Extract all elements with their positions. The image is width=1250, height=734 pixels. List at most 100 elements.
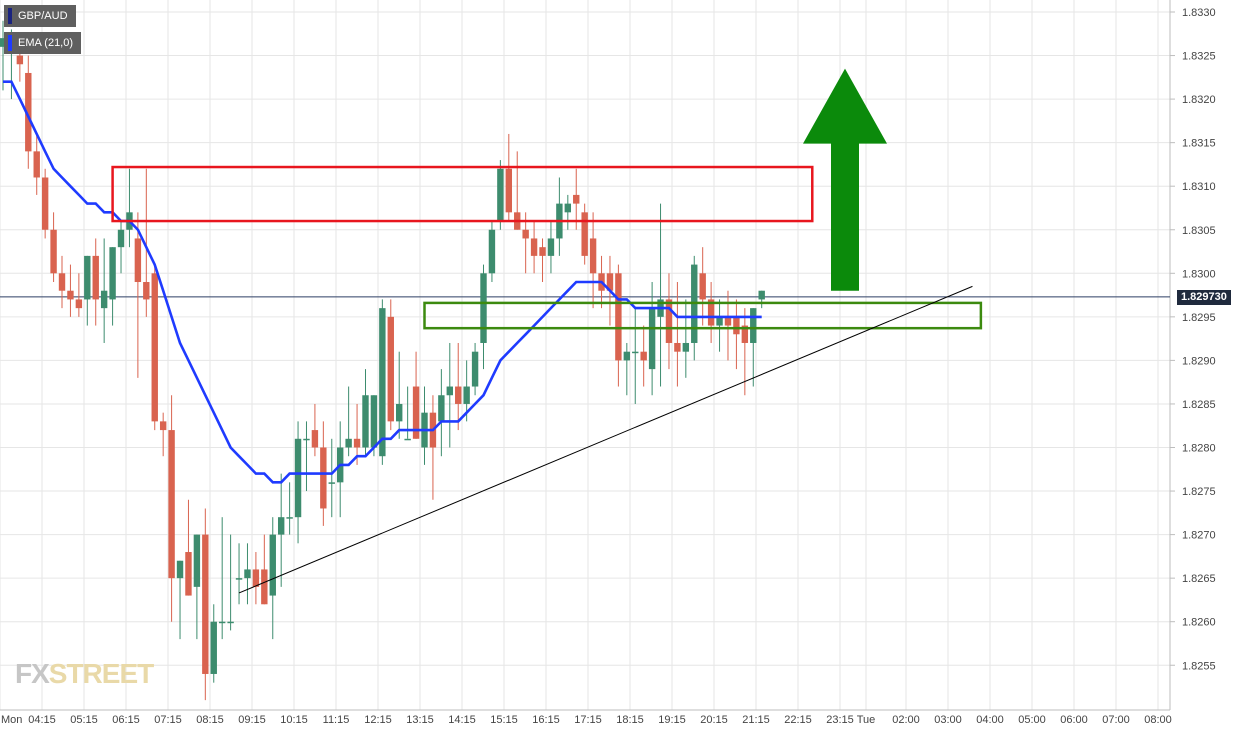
logo-part-street: STREET [48, 658, 154, 689]
candle-body [412, 386, 420, 439]
candle-body [210, 621, 217, 674]
candle-body [117, 229, 125, 248]
candle-body [480, 273, 487, 343]
candle-body [463, 386, 470, 404]
candle-body [261, 569, 268, 605]
fxstreet-logo: FXSTREET [15, 658, 154, 690]
x-tick-label: 14:15 [448, 714, 476, 726]
x-tick-label: 17:15 [574, 714, 602, 726]
candle-body [25, 72, 32, 152]
candle-body [294, 438, 302, 518]
current-price-tag: 1.829730 [1177, 290, 1231, 305]
candle-body [362, 395, 369, 448]
candle-body [716, 316, 723, 326]
candle-body [404, 438, 411, 441]
candle-body [84, 255, 91, 300]
candle-body [109, 247, 116, 300]
candle-body [615, 273, 622, 361]
candle-body [134, 238, 142, 283]
x-tick-label: 21:15 [742, 714, 770, 726]
legend-symbol[interactable]: GBP/AUD [4, 5, 76, 27]
x-tick-label: 08:00 [1144, 714, 1172, 726]
candle-body [505, 168, 512, 213]
candle-body [699, 273, 706, 300]
candle-body [328, 482, 335, 484]
y-tick-label: 1.8320 [1182, 94, 1216, 106]
candle-body [632, 351, 639, 354]
x-tick-label: 05:15 [70, 714, 98, 726]
trendline [238, 285, 973, 594]
candle-body [539, 247, 546, 256]
indicator-color-swatch [8, 35, 12, 51]
x-tick-label: 10:15 [280, 714, 308, 726]
candle-body [674, 342, 681, 352]
candle-body [168, 430, 175, 579]
x-tick-label: 07:00 [1102, 714, 1130, 726]
candle-body [471, 351, 479, 387]
candle-body [41, 177, 49, 230]
candle-body [522, 229, 529, 239]
candle-body [623, 351, 631, 361]
x-tick-label: 22:15 [784, 714, 812, 726]
x-tick-label: 08:15 [196, 714, 224, 726]
candles [0, 20, 765, 701]
candle-body [455, 386, 462, 404]
candle-body [589, 238, 597, 274]
candle-body [58, 273, 66, 291]
candle-body [33, 151, 40, 178]
candle-body [379, 308, 386, 457]
y-tick-label: 1.8280 [1182, 443, 1216, 455]
candle-body [581, 212, 588, 256]
candle-body [193, 534, 201, 587]
candle-body [244, 569, 251, 579]
annotation-layer-front [111, 68, 983, 594]
candle-body [547, 238, 555, 256]
legend-indicator[interactable]: EMA (21,0) [4, 32, 82, 54]
candle-body [75, 299, 83, 309]
candle-body [345, 438, 352, 448]
y-tick-label: 1.8300 [1182, 268, 1216, 280]
y-tick-label: 1.8270 [1182, 530, 1216, 542]
y-tick-label: 1.8275 [1182, 486, 1216, 498]
x-tick-label: 02:00 [892, 714, 920, 726]
candle-body [303, 438, 310, 441]
candle-body [682, 342, 690, 352]
candle-body [606, 273, 614, 291]
y-tick-label: 1.8265 [1182, 573, 1216, 585]
candle-body [92, 255, 99, 300]
support-zone-box [423, 301, 983, 330]
candle-body [227, 621, 234, 624]
x-tick-label: Tue [857, 714, 876, 726]
candle-body [311, 430, 319, 448]
candle-body [573, 194, 580, 204]
x-tick-label: 03:00 [934, 714, 962, 726]
y-tick-label: 1.8260 [1182, 617, 1216, 629]
candle-body [100, 290, 108, 309]
arrow-up-icon [803, 68, 887, 291]
candle-body [648, 308, 656, 370]
legend-indicator-label: EMA (21,0) [18, 37, 74, 49]
symbol-color-swatch [8, 8, 12, 24]
x-tick-label: 07:15 [154, 714, 182, 726]
candle-body [530, 238, 538, 256]
x-tick-label: 12:15 [364, 714, 392, 726]
x-tick-label: 19:15 [658, 714, 686, 726]
candle-body [733, 316, 740, 335]
candle-body [640, 351, 647, 361]
x-tick-label: 09:15 [238, 714, 266, 726]
candle-body [497, 168, 504, 222]
candle-body [202, 534, 209, 674]
grid [0, 0, 1171, 711]
y-tick-label: 1.8325 [1182, 51, 1216, 63]
candle-body [741, 325, 749, 343]
y-tick-label: 1.8305 [1182, 225, 1216, 237]
candle-body [665, 299, 673, 343]
x-tick-label: 04:00 [976, 714, 1004, 726]
y-tick-label: 1.8290 [1182, 355, 1216, 367]
candle-body [488, 229, 496, 274]
candle-body [235, 578, 243, 580]
x-tick-label: 20:15 [700, 714, 728, 726]
candle-body [564, 203, 572, 213]
x-tick-label: 18:15 [616, 714, 644, 726]
